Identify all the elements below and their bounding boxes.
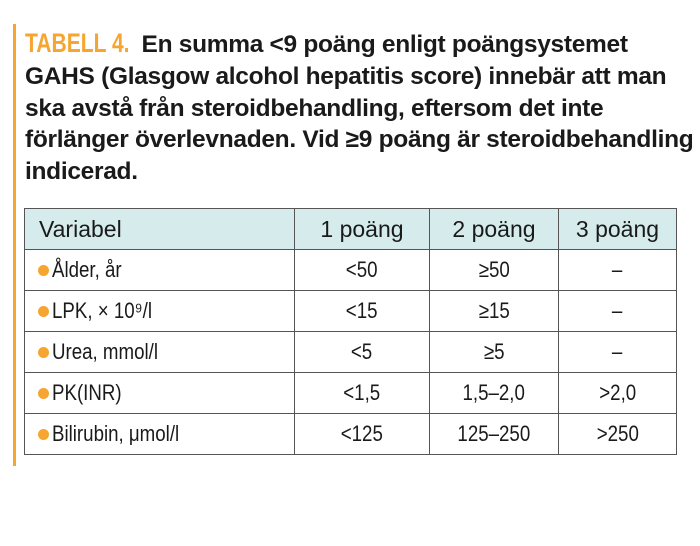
score-value: ≥5 xyxy=(483,339,505,364)
score-cell: <15 xyxy=(294,290,430,332)
score-cell: <125 xyxy=(294,413,430,455)
score-value: 1,5–2,0 xyxy=(462,380,526,405)
variable-cell: Urea, mmol/l xyxy=(24,331,295,373)
accent-bar xyxy=(13,24,16,466)
score-cell: >2,0 xyxy=(558,372,677,414)
table-caption: TABELL 4. En summa <9 poäng enligt poäng… xyxy=(25,28,695,188)
table-row: Urea, mmol/l <5 ≥5 – xyxy=(24,331,677,373)
score-value: – xyxy=(612,257,623,282)
header-2-poang: 2 poäng xyxy=(429,208,559,250)
score-cell: <5 xyxy=(294,331,430,373)
score-cell: ≥5 xyxy=(429,331,559,373)
score-value: >250 xyxy=(596,421,639,446)
table-row: Ålder, år <50 ≥50 – xyxy=(24,249,677,291)
caption-text: En summa <9 poäng enligt poängsystemet G… xyxy=(25,31,694,186)
variable-label: PK(INR) xyxy=(52,380,122,405)
header-row: Variabel 1 poäng 2 poäng 3 poäng xyxy=(24,208,677,250)
bullet-icon xyxy=(38,265,49,276)
score-value: – xyxy=(612,298,623,323)
score-value: ≥50 xyxy=(478,257,510,282)
caption-label: TABELL 4. xyxy=(25,28,130,58)
variable-cell: LPK, × 10⁹/l xyxy=(24,290,295,332)
score-cell: <1,5 xyxy=(294,372,430,414)
score-value: <125 xyxy=(340,421,384,446)
variable-cell: Ålder, år xyxy=(24,249,295,291)
bullet-icon xyxy=(38,388,49,399)
gahs-table: Variabel 1 poäng 2 poäng 3 poäng Ålder, … xyxy=(24,208,677,455)
bullet-icon xyxy=(38,429,49,440)
header-1-poang: 1 poäng xyxy=(294,208,430,250)
variable-cell: PK(INR) xyxy=(24,372,295,414)
score-value: – xyxy=(612,339,623,364)
score-value: <15 xyxy=(346,298,378,323)
header-variabel: Variabel xyxy=(24,208,295,250)
header-3-poang: 3 poäng xyxy=(558,208,677,250)
score-value: 125–250 xyxy=(457,421,531,446)
score-value: ≥15 xyxy=(478,298,510,323)
variable-label: Bilirubin, μmol/l xyxy=(52,421,180,446)
score-cell: – xyxy=(558,290,677,332)
variable-label: LPK, × 10⁹/l xyxy=(52,298,153,323)
variable-label: Ålder, år xyxy=(52,257,122,282)
score-cell: <50 xyxy=(294,249,430,291)
score-cell: – xyxy=(558,331,677,373)
variable-cell: Bilirubin, μmol/l xyxy=(24,413,295,455)
score-cell: – xyxy=(558,249,677,291)
table-row: LPK, × 10⁹/l <15 ≥15 – xyxy=(24,290,677,332)
table-row: Bilirubin, μmol/l <125 125–250 >250 xyxy=(24,413,677,455)
score-cell: 125–250 xyxy=(429,413,559,455)
score-cell: ≥50 xyxy=(429,249,559,291)
score-cell: >250 xyxy=(558,413,677,455)
table-row: PK(INR) <1,5 1,5–2,0 >2,0 xyxy=(24,372,677,414)
variable-label: Urea, mmol/l xyxy=(52,339,158,364)
score-value: <1,5 xyxy=(343,380,381,405)
score-cell: ≥15 xyxy=(429,290,559,332)
bullet-icon xyxy=(38,306,49,317)
score-value: >2,0 xyxy=(599,380,636,405)
bullet-icon xyxy=(38,347,49,358)
score-cell: 1,5–2,0 xyxy=(429,372,559,414)
score-value: <50 xyxy=(346,257,378,282)
score-value: <5 xyxy=(351,339,373,364)
